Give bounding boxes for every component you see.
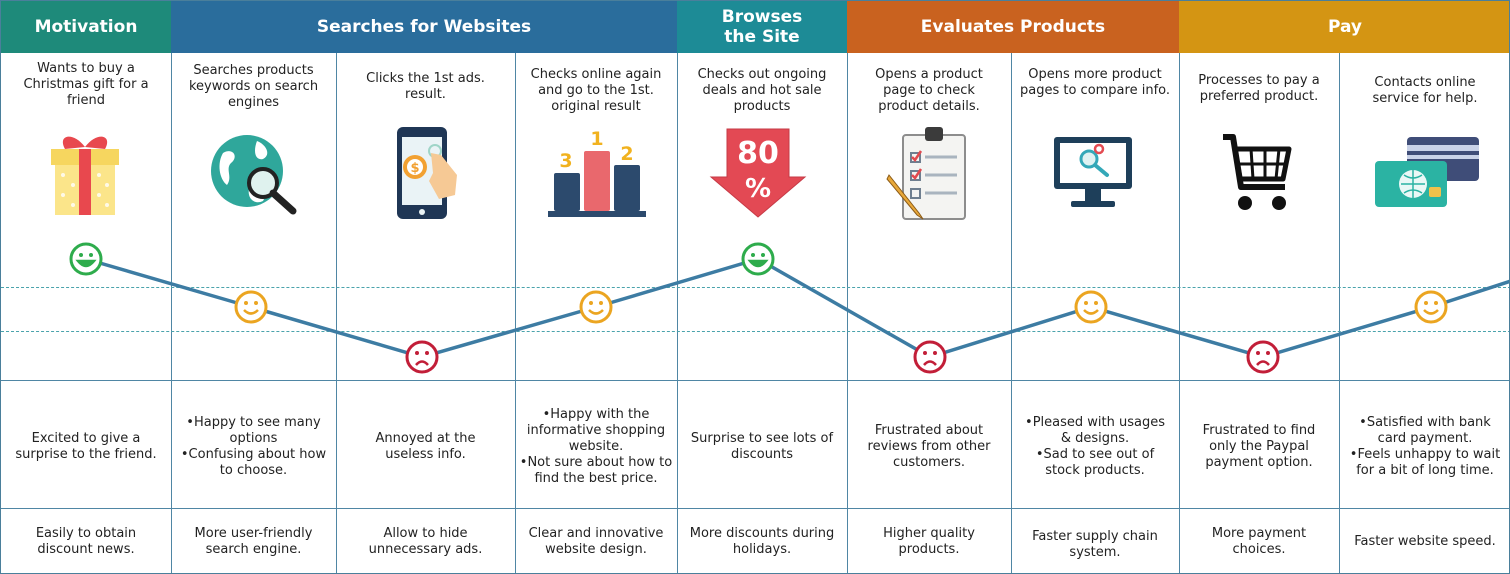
stage-searches-for-websites: Searches for Websites: [171, 1, 677, 53]
neutral-face-icon: [234, 290, 268, 324]
improvement-text: Faster supply chain system.: [1032, 529, 1158, 560]
improvement-row-divider: [1, 508, 1509, 509]
emotion-row-divider: [1, 380, 1509, 381]
lower-mood-guide: [1, 331, 1509, 332]
column-divider: [336, 53, 337, 573]
neutral-face-icon: [1414, 290, 1448, 324]
discount-value: 80: [737, 136, 779, 171]
podium-third-label: 3: [559, 150, 572, 172]
emotion-item: Surprise to see lots of discounts: [690, 431, 834, 462]
improvement-text: Allow to hide unnecessary ads.: [368, 526, 483, 557]
column-divider: [677, 53, 678, 573]
emotion-item: Sad to see out of stock products.: [1023, 447, 1167, 479]
credit-cards-icon: [1373, 135, 1483, 211]
happy-face-icon: [69, 242, 103, 276]
improvement-text: Easily to obtain discount news.: [35, 526, 137, 557]
phone-tap-icon: $: [393, 125, 463, 221]
emotion-text: Happy to see many optionsConfusing about…: [171, 386, 336, 508]
gift-icon: [49, 129, 121, 217]
neutral-face-icon: [1074, 290, 1108, 324]
emotion-text: Annoyed at the useless info.: [336, 386, 515, 508]
emotion-item: Frustrated about reviews from other cust…: [867, 423, 991, 470]
emotion-text: Surprise to see lots of discounts: [677, 386, 847, 508]
column-divider: [847, 53, 848, 573]
globe-search-icon: [209, 133, 299, 215]
emotion-item: Excited to give a surprise to the friend…: [15, 431, 157, 462]
improvement-text: More discounts during holidays.: [689, 526, 835, 557]
neutral-face-icon: [579, 290, 613, 324]
improvement-text: Clear and innovative website design.: [528, 526, 664, 557]
emotion-item: Feels unhappy to wait for a bit of long …: [1349, 447, 1501, 479]
podium-first-label: 1: [590, 128, 603, 150]
emotion-text: Pleased with usages & designs.Sad to see…: [1011, 386, 1179, 508]
action-text: Checks out ongoing deals and hot sale pr…: [697, 67, 827, 114]
column-divider: [1011, 53, 1012, 573]
emotion-item: Confusing about how to choose.: [175, 447, 332, 479]
stage-pay: Pay: [1179, 1, 1509, 53]
monitor-search-icon: [1051, 135, 1135, 213]
happy-face-icon: [741, 242, 775, 276]
sad-face-icon: [1246, 340, 1280, 374]
improvement-text: More user-friendly search engine.: [194, 526, 313, 557]
emotion-text: Excited to give a surprise to the friend…: [1, 386, 171, 508]
shopping-cart-icon: [1219, 131, 1295, 215]
action-text: Checks online again and go to the 1st. o…: [530, 67, 662, 114]
action-text: Wants to buy a Christmas gift for a frie…: [23, 61, 149, 108]
stage-motivation: Motivation: [1, 1, 171, 53]
improvement-text: Faster website speed.: [1354, 534, 1496, 549]
emotion-item: Not sure about how to find the best pric…: [519, 455, 673, 487]
column-divider: [1179, 53, 1180, 573]
podium-second-label: 2: [620, 143, 633, 165]
sad-face-icon: [913, 340, 947, 374]
journey-line: [85, 257, 1509, 359]
action-text: Contacts online service for help.: [1372, 75, 1478, 106]
column-divider: [171, 53, 172, 573]
action-text: Searches products keywords on search eng…: [188, 63, 319, 110]
stage-evaluates-products: Evaluates Products: [847, 1, 1179, 53]
improvement-text: More payment choices.: [1211, 526, 1307, 557]
podium-icon: 3 1 2: [546, 127, 648, 219]
emotion-item: Happy with the informative shopping webs…: [519, 407, 673, 455]
discount-arrow-icon: 80 %: [709, 127, 807, 219]
improvement-text: Higher quality products.: [883, 526, 975, 557]
emotion-text: Frustrated about reviews from other cust…: [847, 386, 1011, 508]
emotion-item: Satisfied with bank card payment.: [1349, 415, 1501, 447]
sad-face-icon: [405, 340, 439, 374]
emotion-text: Happy with the informative shopping webs…: [515, 386, 677, 508]
action-text: Clicks the 1st ads. result.: [366, 71, 485, 102]
column-divider: [1339, 53, 1340, 573]
action-text: Opens a product page to check product de…: [875, 67, 983, 114]
action-text: Processes to pay a preferred product.: [1198, 73, 1320, 104]
discount-percent: %: [745, 174, 771, 204]
emotion-text: Satisfied with bank card payment.Feels u…: [1339, 386, 1509, 508]
stage-browses-the-site: Browses the Site: [677, 1, 847, 53]
svg-text:$: $: [410, 161, 419, 176]
checklist-icon: [885, 123, 971, 223]
emotion-text: Frustrated to find only the Paypal payme…: [1179, 386, 1339, 508]
emotion-item: Happy to see many options: [175, 415, 332, 447]
column-divider: [515, 53, 516, 573]
upper-mood-guide: [1, 287, 1509, 288]
emotion-item: Frustrated to find only the Paypal payme…: [1202, 423, 1316, 470]
emotion-item: Pleased with usages & designs.: [1023, 415, 1167, 447]
action-text: Opens more product pages to compare info…: [1019, 67, 1170, 98]
emotion-item: Annoyed at the useless info.: [375, 431, 476, 462]
